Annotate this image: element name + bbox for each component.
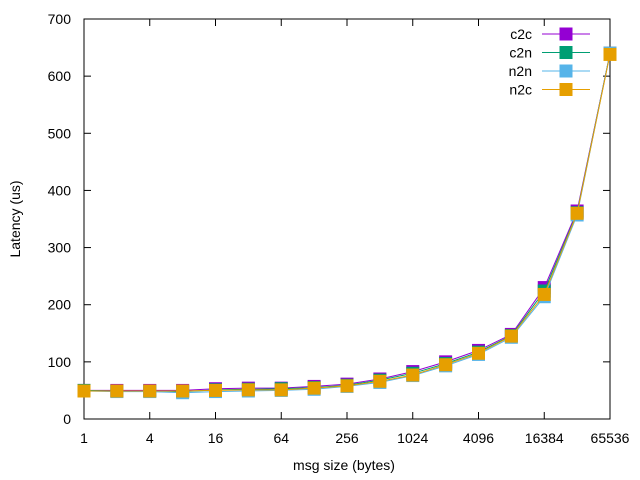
y-tick-label: 500 — [48, 125, 72, 141]
data-point-n2c — [340, 379, 354, 393]
data-point-n2c — [241, 383, 255, 397]
legend-label-c2n: c2n — [509, 45, 532, 61]
y-tick-label: 600 — [48, 68, 72, 84]
x-tick-label: 4096 — [463, 430, 494, 446]
x-tick-label: 65536 — [591, 430, 630, 446]
series-line-c2c — [84, 53, 611, 391]
x-axis-ticks: 1 4 16 64 256 1024 4096 16384 65536 — [80, 19, 630, 446]
legend-label-c2c: c2c — [510, 26, 532, 42]
data-point-n2c — [537, 287, 551, 301]
series-line-c2n — [83, 53, 611, 393]
legend-marker-n2n — [559, 64, 573, 78]
series-c2c — [77, 46, 617, 397]
y-tick-label: 100 — [48, 354, 72, 370]
y-tick-label: 700 — [48, 11, 72, 27]
series-c2n — [77, 46, 617, 399]
data-point-n2c — [307, 381, 321, 395]
legend: c2c c2n n2n n2c — [509, 26, 590, 98]
y-tick-label: 0 — [63, 411, 71, 427]
data-point-n2c — [406, 368, 420, 382]
series-layer — [77, 46, 617, 400]
x-tick-label: 1024 — [397, 430, 428, 446]
legend-label-n2n: n2n — [509, 63, 532, 79]
data-point-n2c — [274, 383, 288, 397]
data-point-n2c — [472, 346, 485, 360]
x-tick-label: 4 — [146, 430, 154, 446]
legend-label-n2c: n2c — [509, 82, 532, 98]
y-tick-label: 400 — [48, 182, 72, 198]
legend-marker-n2c — [559, 83, 573, 96]
y-axis-label: Latency (us) — [7, 180, 23, 257]
x-tick-label: 64 — [273, 430, 289, 446]
data-point-n2c — [504, 329, 518, 343]
x-tick-label: 16384 — [525, 430, 564, 446]
x-tick-label: 1 — [80, 430, 88, 446]
y-tick-label: 200 — [48, 297, 72, 313]
legend-marker-c2c — [559, 27, 573, 41]
plot-border — [83, 18, 611, 420]
legend-marker-c2n — [559, 46, 573, 59]
plot-frame — [83, 18, 611, 420]
data-point-n2c — [77, 384, 91, 398]
y-tick-label: 300 — [48, 240, 72, 256]
x-axis-label: msg size (bytes) — [293, 457, 395, 473]
series-n2c — [77, 47, 617, 398]
data-point-n2c — [603, 47, 617, 61]
y-axis-ticks: 0 100 200 300 400 500 600 700 — [48, 11, 610, 427]
series-line-n2c — [84, 54, 611, 392]
data-point-n2c — [439, 358, 453, 372]
data-point-n2c — [570, 206, 584, 220]
data-point-n2c — [373, 374, 387, 388]
x-tick-label: 256 — [335, 430, 359, 446]
data-point-n2c — [110, 384, 124, 398]
series-n2n — [77, 46, 617, 400]
data-point-n2c — [209, 383, 222, 397]
data-point-n2c — [176, 384, 190, 398]
x-tick-label: 16 — [208, 430, 224, 446]
data-point-n2c — [143, 384, 157, 398]
series-line-n2n — [83, 53, 611, 394]
